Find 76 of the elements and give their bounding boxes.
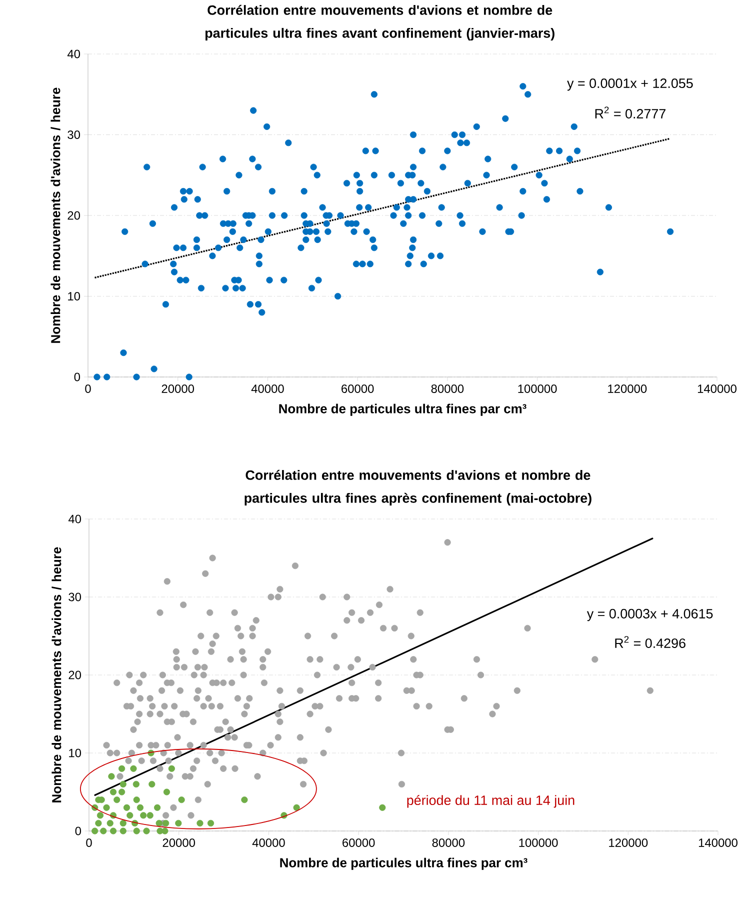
x-tick-label: 120000 — [608, 384, 647, 393]
y-tick-label: 0 — [75, 826, 82, 836]
point — [162, 828, 168, 834]
point — [95, 820, 102, 826]
point — [130, 765, 137, 772]
annotation: y = 0.0001x + 12.055 — [567, 78, 693, 91]
y-tick-label: 0 — [74, 372, 80, 382]
y-tick-label: 20 — [68, 670, 82, 680]
point — [133, 828, 140, 834]
point — [110, 828, 117, 834]
point — [140, 812, 147, 819]
point — [114, 796, 120, 804]
point — [126, 812, 134, 819]
point — [293, 804, 300, 811]
x-axis-title: Nombre de particules ultra fines par cm³ — [279, 404, 526, 416]
point — [108, 773, 115, 780]
point — [106, 820, 114, 826]
point — [120, 820, 126, 826]
x-tick-label: 20000 — [162, 838, 196, 847]
point — [118, 765, 126, 772]
annotation: période du 11 mai au 14 juin — [407, 795, 574, 808]
point — [133, 796, 140, 804]
x-tick-label: 140000 — [698, 838, 738, 847]
point — [132, 780, 140, 788]
x-tick-label: 0 — [86, 838, 92, 847]
x-tick-label: 40000 — [251, 384, 284, 393]
point — [148, 780, 156, 788]
point — [110, 788, 117, 796]
point — [96, 812, 104, 819]
y-axis-title: Nombre de mouvements d'avions / heure — [52, 547, 62, 802]
chart-title: Corrélation entre mouvements d'avions et nombre de particules ultra fines après confinement (mai-octobre) — [244, 470, 592, 506]
point — [162, 820, 170, 826]
annotation: R$^{2}$ = 0.2777 — [595, 106, 666, 119]
y-tick-label: 20 — [68, 211, 80, 220]
point — [120, 828, 126, 834]
point — [92, 828, 98, 834]
x-tick-label: 100000 — [519, 838, 558, 847]
point — [146, 812, 154, 819]
x-axis-title: Nombre de particules ultra fines par cm³ — [280, 858, 528, 870]
annotation: y = 0.0003x + 4.0615 — [586, 608, 713, 622]
point — [143, 828, 150, 834]
point — [154, 804, 161, 811]
x-tick-label: 40000 — [252, 838, 285, 847]
point — [168, 765, 175, 772]
point — [207, 820, 214, 826]
x-tick-label: 20000 — [162, 384, 194, 393]
point — [136, 804, 144, 811]
point — [123, 804, 130, 811]
x-tick-label: 60000 — [342, 384, 374, 393]
x-tick-label: 80000 — [431, 384, 464, 393]
y-axis-title: Nombre de mouvements d'avions / heure — [50, 88, 60, 343]
point — [100, 828, 107, 834]
annotation: R$^{2}$ = 0.4296 — [615, 636, 686, 648]
y-tick-label: 30 — [68, 592, 82, 602]
x-tick-label: 0 — [85, 384, 91, 393]
point — [175, 820, 182, 826]
x-tick-label: 140000 — [698, 384, 736, 393]
x-tick-label: 100000 — [518, 384, 557, 393]
point — [379, 804, 386, 811]
y-tick-label: 10 — [68, 292, 80, 300]
point — [120, 780, 126, 788]
y-tick-label: 30 — [68, 130, 80, 139]
point — [163, 788, 170, 796]
y-tick-label: 40 — [67, 50, 80, 58]
x-tick-label: 120000 — [609, 838, 648, 847]
point — [178, 796, 185, 804]
point — [241, 796, 248, 804]
chart-title: Corrélation entre mouvements d'avions et nombre de particules ultra fines avant confinement (janvier-mars) — [205, 4, 554, 40]
point — [196, 820, 204, 826]
y-tick-label: 40 — [68, 514, 82, 524]
point — [103, 804, 110, 811]
point — [156, 820, 162, 826]
x-tick-label: 60000 — [342, 838, 375, 847]
point — [118, 788, 126, 796]
y-tick-label: 10 — [69, 748, 82, 758]
x-tick-label: 80000 — [432, 838, 465, 847]
